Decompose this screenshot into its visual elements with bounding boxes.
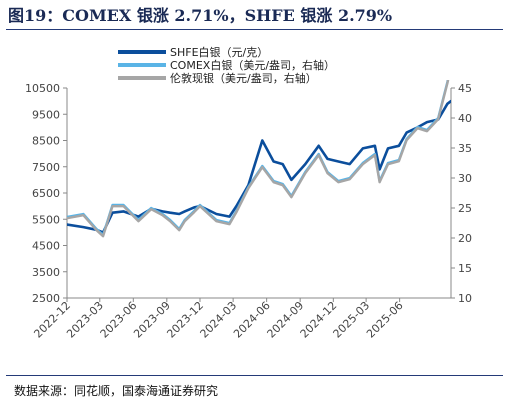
y-left-tick-label: 10500: [25, 82, 60, 95]
y-left-tick-label: 3500: [32, 266, 60, 279]
line-chart: 2500 3500 4500 5500 6500 7500 8500 9500 10500 10 1…: [25, 45, 472, 341]
y-left-tick-label: 8500: [32, 135, 60, 148]
data-source: 数据来源：同花顺，国泰海通证券研究: [14, 384, 219, 398]
y-left-tick-label: 9500: [32, 108, 60, 121]
y-right-tick-label: 15: [458, 262, 472, 275]
y-right-tick-label: 20: [458, 232, 472, 245]
axes: 2500 3500 4500 5500 6500 7500 8500 9500 10500 10 1…: [25, 82, 472, 341]
series-line-shfe: [67, 99, 451, 234]
source-rule: [6, 375, 503, 376]
y-left-tick-label: 4500: [32, 240, 60, 253]
y-right-tick-label: 25: [458, 202, 472, 215]
series-layer: [67, 80, 451, 238]
legend-item-comex-label: COMEX白银（美元/盎司，右轴）: [170, 58, 335, 72]
x-tick-label: 2025-06: [364, 299, 406, 341]
y-right-tick-label: 30: [458, 172, 472, 185]
y-left-tick-label: 6500: [32, 187, 60, 200]
figure-title: 图19：COMEX 银涨 2.71%，SHFE 银涨 2.79%: [8, 6, 393, 25]
y-right-tick-label: 10: [458, 292, 472, 305]
y-right-tick-label: 40: [458, 112, 472, 125]
title-rule: [6, 29, 503, 30]
y-left-tick-label: 2500: [32, 292, 60, 305]
legend-item-london-label: 伦敦现银（美元/盎司，右轴）: [170, 71, 317, 85]
legend: SHFE白银（元/克）COMEX白银（美元/盎司，右轴）伦敦现银（美元/盎司，右…: [118, 45, 335, 85]
y-right-tick-label: 45: [458, 82, 472, 95]
y-right-tick-label: 35: [458, 142, 472, 155]
legend-item-shfe-label: SHFE白银（元/克）: [170, 45, 268, 59]
y-left-tick-label: 5500: [32, 213, 60, 226]
series-line-london: [67, 80, 450, 238]
y-left-tick-label: 7500: [32, 161, 60, 174]
